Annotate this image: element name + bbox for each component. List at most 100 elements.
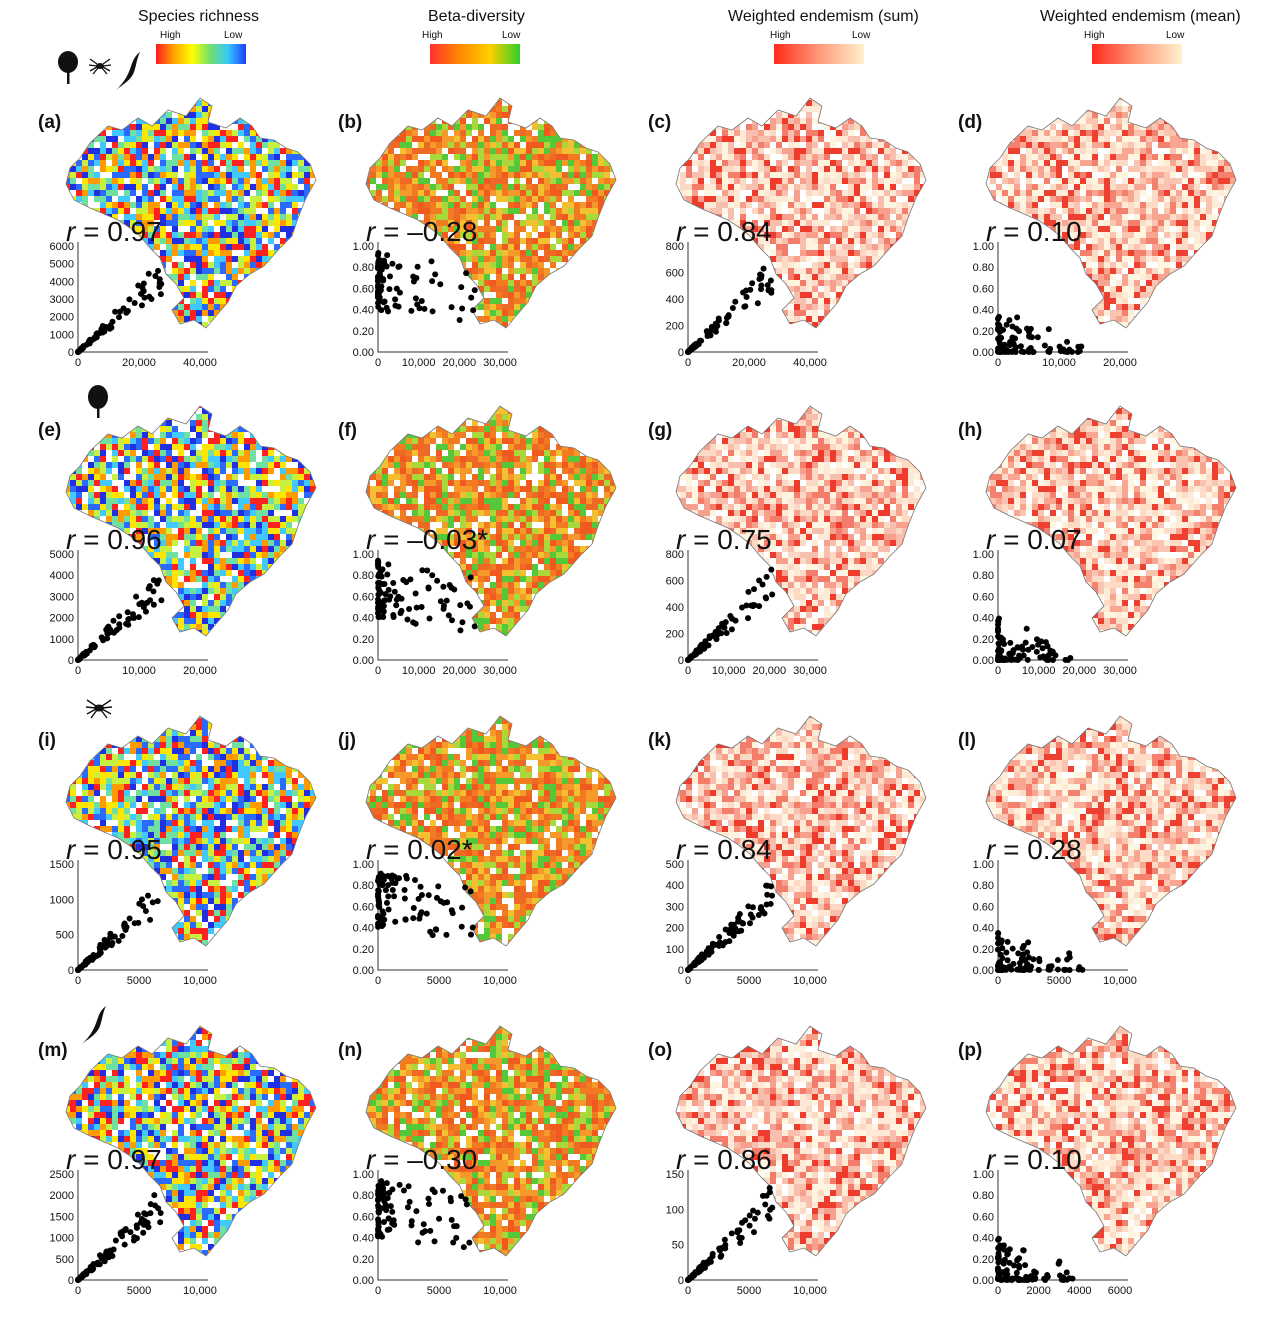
data-point xyxy=(702,1261,708,1267)
y-tick-label: 200 xyxy=(666,629,684,641)
y-tick-label: 0.80 xyxy=(353,262,374,274)
data-point xyxy=(389,872,395,878)
x-tick-label: 0 xyxy=(685,1285,691,1297)
data-point xyxy=(718,1253,724,1259)
y-tick-label: 0.60 xyxy=(353,283,374,295)
data-point xyxy=(1013,344,1019,350)
x-tick-label: 10,000 xyxy=(1042,357,1076,369)
data-point xyxy=(150,588,156,594)
data-point xyxy=(458,1193,464,1199)
y-tick-label: 5000 xyxy=(50,549,74,561)
data-point xyxy=(769,1205,775,1211)
data-point xyxy=(135,1212,141,1218)
data-point xyxy=(1036,956,1042,962)
data-point xyxy=(769,592,775,598)
data-point xyxy=(391,614,397,620)
data-point xyxy=(415,264,421,270)
y-tick-label: 0.40 xyxy=(973,1233,994,1245)
x-tick-label: 0 xyxy=(995,665,1001,677)
data-point xyxy=(758,286,764,292)
y-tick-label: 0.20 xyxy=(353,944,374,956)
data-point xyxy=(378,1231,384,1237)
data-point xyxy=(1007,339,1013,345)
y-tick-label: 1.00 xyxy=(973,859,994,871)
data-point xyxy=(767,1189,773,1195)
data-point xyxy=(440,1188,446,1194)
data-point xyxy=(1015,1256,1021,1262)
data-point xyxy=(418,884,424,890)
y-tick-label: 0.60 xyxy=(353,591,374,603)
data-point xyxy=(760,1193,766,1199)
data-point xyxy=(382,581,388,587)
data-point xyxy=(139,302,145,308)
data-point xyxy=(392,589,398,595)
y-tick-label: 500 xyxy=(666,859,684,871)
data-point xyxy=(108,325,114,331)
y-tick-label: 0.40 xyxy=(973,305,994,317)
x-tick-label: 20,000 xyxy=(753,665,787,677)
data-point xyxy=(147,1210,153,1216)
data-point xyxy=(402,887,408,893)
data-point xyxy=(468,574,474,580)
data-point xyxy=(426,1201,432,1207)
y-tick-label: 0.20 xyxy=(353,326,374,338)
data-point xyxy=(123,927,129,933)
data-point xyxy=(1010,946,1016,952)
data-point xyxy=(1026,329,1032,335)
data-point xyxy=(136,614,142,620)
data-point xyxy=(1020,945,1026,951)
x-tick-label: 0 xyxy=(75,665,81,677)
data-point xyxy=(996,635,1002,641)
data-point xyxy=(458,284,464,290)
y-tick-label: 5000 xyxy=(50,259,74,271)
data-point xyxy=(411,905,417,911)
data-point xyxy=(1003,949,1009,955)
data-point xyxy=(1062,967,1068,973)
data-point xyxy=(1007,640,1013,646)
data-point xyxy=(747,1223,753,1229)
data-point xyxy=(697,958,703,964)
data-point xyxy=(723,320,729,326)
data-point xyxy=(156,577,162,583)
data-point xyxy=(386,587,392,593)
data-point xyxy=(763,883,769,889)
data-point xyxy=(692,652,698,658)
data-point xyxy=(470,307,476,313)
data-point xyxy=(386,906,392,912)
data-point xyxy=(375,558,381,564)
data-point xyxy=(470,925,476,931)
data-point xyxy=(998,335,1004,341)
data-point xyxy=(763,594,769,600)
data-point xyxy=(459,306,465,312)
panel-label: (o) xyxy=(648,1040,672,1062)
data-point xyxy=(104,631,110,637)
data-point xyxy=(397,1182,403,1188)
data-point xyxy=(375,1183,381,1189)
data-point xyxy=(410,274,416,280)
data-point xyxy=(391,893,397,899)
x-tick-label: 10,000 xyxy=(183,1285,217,1297)
data-point xyxy=(1025,939,1031,945)
y-tick-label: 1.00 xyxy=(973,549,994,561)
data-point xyxy=(392,296,398,302)
data-point xyxy=(150,899,156,905)
y-tick-label: 2000 xyxy=(50,1190,74,1202)
data-point xyxy=(387,273,393,279)
data-point xyxy=(402,896,408,902)
y-tick-label: 600 xyxy=(666,576,684,588)
data-point xyxy=(723,619,729,625)
data-point xyxy=(768,290,774,296)
data-point xyxy=(434,578,440,584)
data-point xyxy=(995,1274,1001,1280)
x-tick-label: 20,000 xyxy=(122,357,156,369)
x-tick-label: 5000 xyxy=(127,975,151,987)
data-point xyxy=(376,580,382,586)
data-point xyxy=(467,604,473,610)
data-point xyxy=(410,619,416,625)
